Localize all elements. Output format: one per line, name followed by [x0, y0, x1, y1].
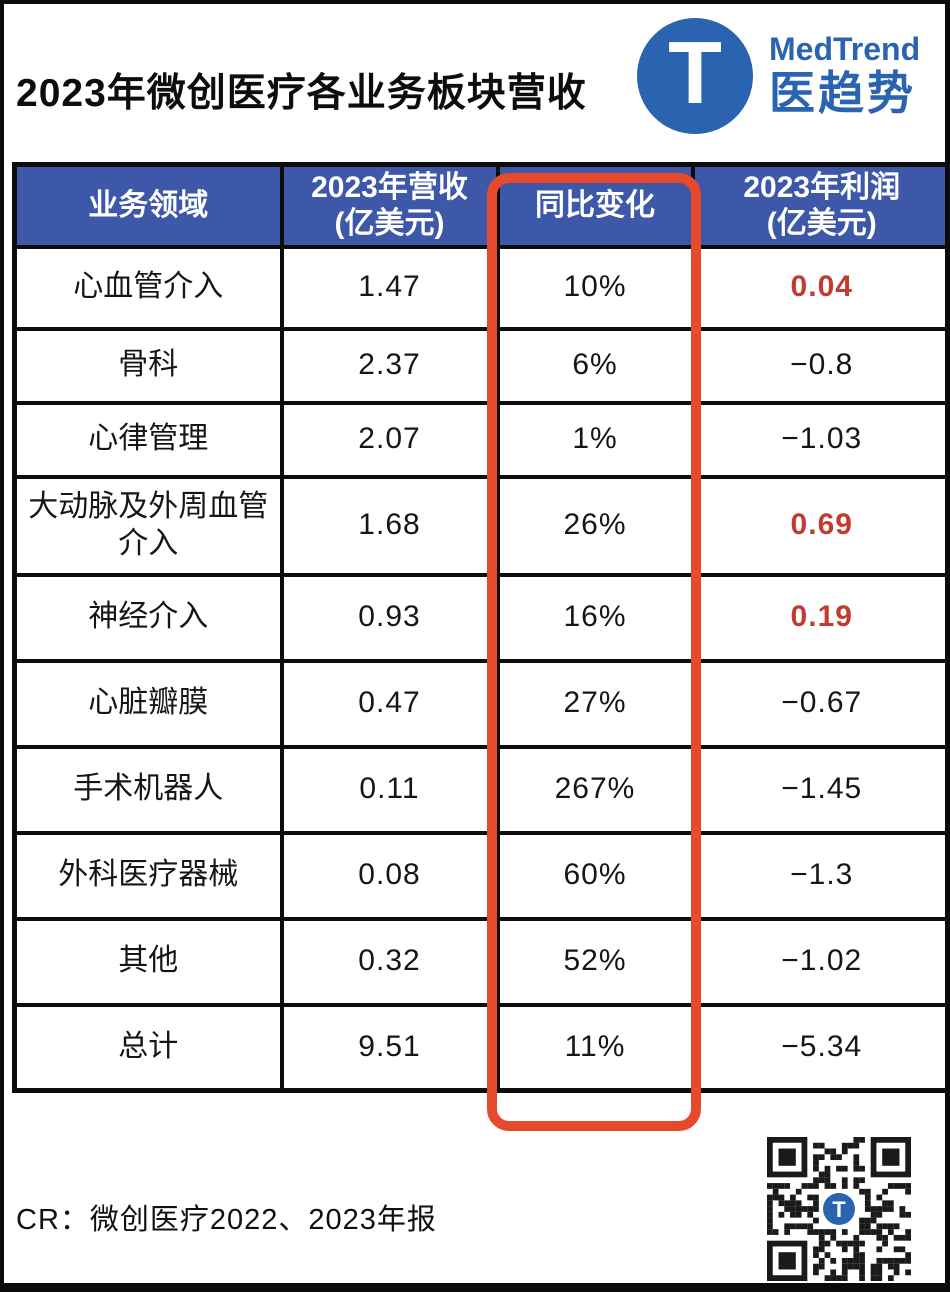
cell-yoy: 26% [495, 474, 695, 577]
cell-revenue: 1.47 [279, 244, 500, 331]
medtrend-t-icon: T [637, 18, 753, 134]
revenue-table: 业务领域 2023年营收 (亿美元) 同比变化 2023年利润 (亿美元) 心血… [12, 162, 945, 1093]
cell-yoy: 6% [495, 326, 695, 405]
cell-yoy: 16% [495, 572, 695, 663]
cell-yoy: 52% [495, 916, 695, 1007]
cell-revenue: 0.11 [279, 744, 500, 835]
cell-profit: −1.3 [690, 830, 945, 921]
table-row: 外科医疗器械 0.08 60% −1.3 [12, 830, 945, 921]
cell-profit: −1.03 [690, 400, 945, 479]
logo-monogram: T [668, 23, 722, 122]
cell-profit: −0.67 [690, 658, 945, 749]
cell-segment: 其他 [12, 916, 284, 1007]
col-header-profit: 2023年利润 (亿美元) [690, 162, 945, 249]
cell-revenue: 0.93 [279, 572, 500, 663]
logo-text: MedTrend 医趋势 [769, 30, 921, 120]
cell-segment: 骨科 [12, 326, 284, 405]
svg-text:T: T [832, 1197, 846, 1222]
source-note: CR：微创医疗2022、2023年报 [16, 1204, 437, 1236]
table-row: 心血管介入 1.47 10% 0.04 [12, 244, 945, 331]
cell-yoy: 27% [495, 658, 695, 749]
table-row: 手术机器人 0.11 267% −1.45 [12, 744, 945, 835]
cell-segment: 心血管介入 [12, 244, 284, 331]
medtrend-logo: T MedTrend 医趋势 [637, 18, 920, 134]
page-title: 2023年微创医疗各业务板块营收 [16, 72, 587, 115]
cell-segment: 总计 [12, 1002, 284, 1093]
table-row: 总计 9.51 11% −5.34 [12, 1002, 945, 1093]
cell-yoy: 60% [495, 830, 695, 921]
logo-brand-en: MedTrend [769, 30, 921, 67]
cell-revenue: 1.68 [279, 474, 500, 577]
table-body: 心血管介入 1.47 10% 0.04 骨科 2.37 6% −0.8 心律管理 2.07 1% −1… [12, 244, 945, 1093]
cell-yoy: 1% [495, 400, 695, 479]
cell-segment: 大动脉及外周血管介入 [12, 474, 284, 577]
cell-profit: −0.8 [690, 326, 945, 405]
col-header-segment: 业务领域 [12, 162, 284, 249]
cell-segment: 神经介入 [12, 572, 284, 663]
cell-revenue: 0.32 [279, 916, 500, 1007]
cell-yoy: 10% [495, 244, 695, 331]
cell-revenue: 2.07 [279, 400, 500, 479]
cell-revenue: 2.37 [279, 326, 500, 405]
cell-profit: −1.02 [690, 916, 945, 1007]
cell-profit: 0.19 [690, 572, 945, 663]
cell-segment: 心脏瓣膜 [12, 658, 284, 749]
cell-revenue: 0.08 [279, 830, 500, 921]
cell-segment: 手术机器人 [12, 744, 284, 835]
table-row: 神经介入 0.93 16% 0.19 [12, 572, 945, 663]
table-row: 骨科 2.37 6% −0.8 [12, 326, 945, 405]
col-header-revenue: 2023年营收 (亿美元) [279, 162, 500, 249]
table-row: 心脏瓣膜 0.47 27% −0.67 [12, 658, 945, 749]
cell-profit: −5.34 [690, 1002, 945, 1093]
cell-segment: 外科医疗器械 [12, 830, 284, 921]
cell-revenue: 9.51 [279, 1002, 500, 1093]
table-header-row: 业务领域 2023年营收 (亿美元) 同比变化 2023年利润 (亿美元) [12, 162, 945, 249]
cell-yoy: 11% [495, 1002, 695, 1093]
table-row: 其他 0.32 52% −1.02 [12, 916, 945, 1007]
cell-revenue: 0.47 [279, 658, 500, 749]
table-row: 大动脉及外周血管介入 1.68 26% 0.69 [12, 474, 945, 577]
cell-profit: 0.69 [690, 474, 945, 577]
cell-profit: 0.04 [690, 244, 945, 331]
qr-code: T [767, 1137, 911, 1281]
logo-brand-zh: 医趋势 [769, 67, 916, 120]
cell-profit: −1.45 [690, 744, 945, 835]
table-row: 心律管理 2.07 1% −1.03 [12, 400, 945, 479]
cell-segment: 心律管理 [12, 400, 284, 479]
col-header-yoy: 同比变化 [495, 162, 695, 249]
cell-yoy: 267% [495, 744, 695, 835]
